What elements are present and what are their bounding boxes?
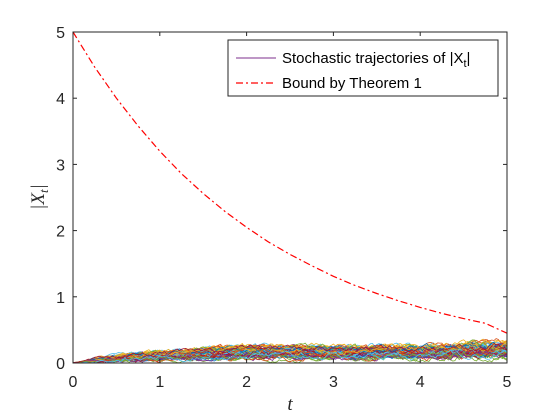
legend-label-trajectories-prefix: Stochastic trajectories of |X <box>282 50 463 67</box>
x-tick-label: 4 <box>416 374 425 391</box>
trajectory-line <box>72 342 508 364</box>
plot-frame <box>72 31 508 364</box>
legend: Stochastic trajectories of |Xt| Bound by… <box>227 39 499 97</box>
y-tick-label: 3 <box>56 157 65 174</box>
legend-label-trajectories-suffix: | <box>467 50 471 67</box>
y-tick-label: 0 <box>56 356 65 373</box>
x-tick-label: 3 <box>329 374 338 391</box>
tick-label-group: 0 1 2 3 4 5 0 1 2 3 4 5 <box>56 25 511 391</box>
trajectory-line <box>72 350 508 364</box>
y-tick-label: 1 <box>56 290 65 307</box>
bound-series-line <box>72 31 508 334</box>
x-axis-label: t <box>287 394 293 415</box>
legend-box <box>227 39 499 97</box>
y-axis-label-var: X <box>28 192 49 206</box>
y-axis-label-close: | <box>28 184 49 189</box>
svg-text:|Xt|: |Xt| <box>28 184 51 210</box>
y-tick-label: 4 <box>56 91 65 108</box>
legend-label-bound: Bound by Theorem 1 <box>282 75 422 92</box>
y-axis-label-subscript: t <box>36 189 51 193</box>
y-tick-label: 5 <box>56 25 65 42</box>
x-tick-label: 1 <box>155 374 164 391</box>
y-axis-label: |Xt| <box>28 184 51 210</box>
trajectory-line <box>73 349 508 364</box>
trajectory-group <box>72 338 508 364</box>
tick-group <box>72 31 508 364</box>
x-tick-label: 2 <box>242 374 251 391</box>
trajectory-line <box>72 343 508 364</box>
legend-label-trajectories-subscript: t <box>463 58 466 70</box>
x-tick-label: 0 <box>69 374 78 391</box>
legend-label-trajectories: Stochastic trajectories of |Xt| <box>282 50 470 70</box>
x-tick-label: 5 <box>503 374 512 391</box>
y-tick-label: 2 <box>56 224 65 241</box>
